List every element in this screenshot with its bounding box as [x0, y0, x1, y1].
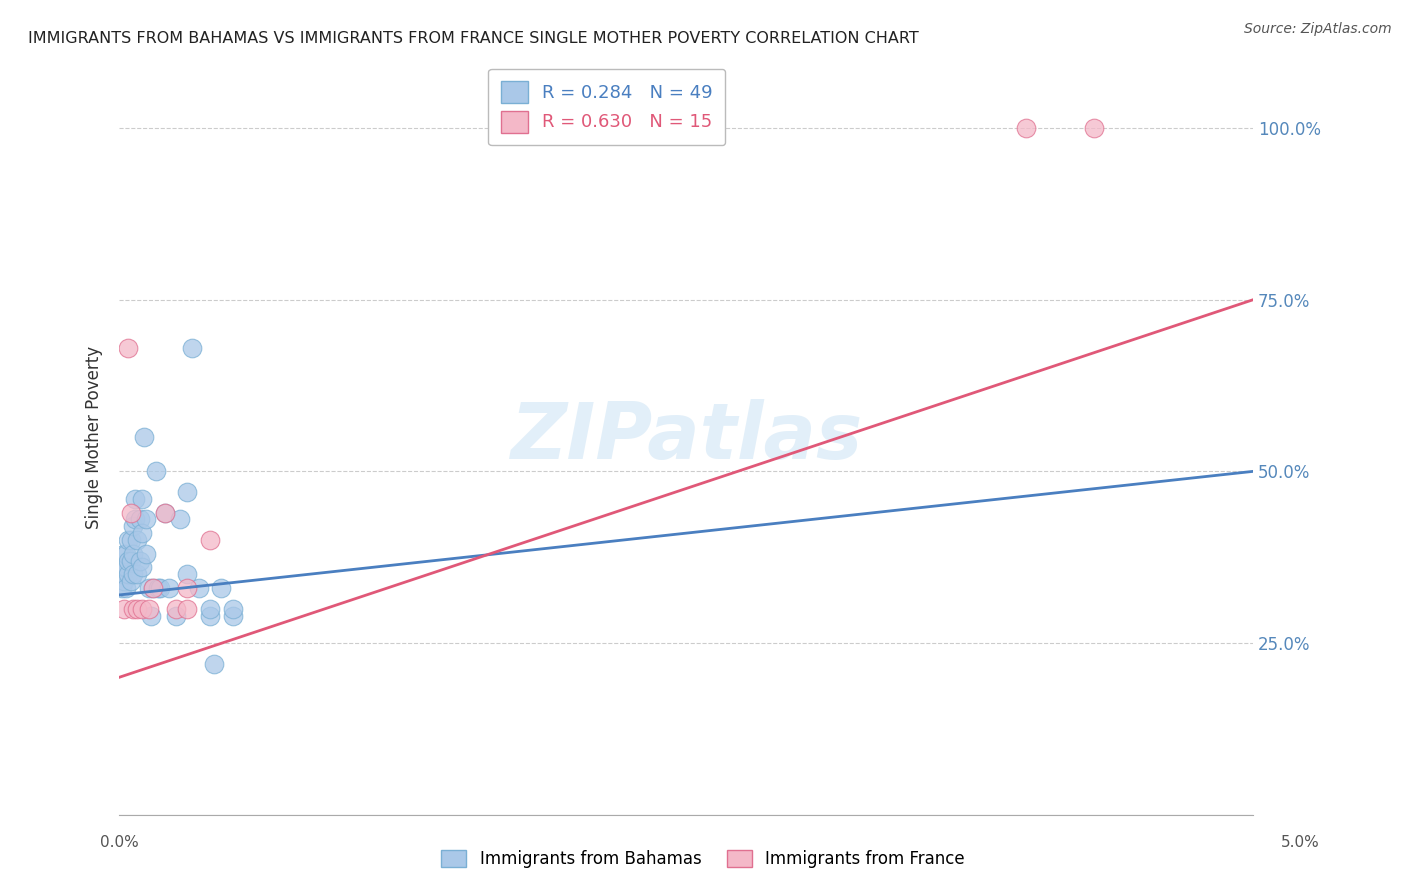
Point: [128, 512, 150, 526]
Point: [127, 601, 149, 615]
Point: [124, 491, 146, 506]
Point: [209, 581, 232, 595]
Point: [115, 560, 138, 574]
Point: [1015, 121, 1038, 136]
Point: [131, 491, 153, 506]
Point: [124, 512, 146, 526]
Point: [142, 581, 165, 595]
Point: [128, 553, 150, 567]
Point: [138, 581, 160, 595]
Point: [221, 601, 243, 615]
Point: [131, 601, 153, 615]
Point: [165, 601, 187, 615]
Point: [115, 547, 138, 561]
Point: [176, 567, 198, 582]
Text: 0.0%: 0.0%: [100, 836, 139, 850]
Point: [131, 560, 153, 574]
Text: ZIPatlas: ZIPatlas: [510, 399, 862, 475]
Text: 5.0%: 5.0%: [1281, 836, 1320, 850]
Point: [187, 581, 209, 595]
Point: [153, 506, 176, 520]
Point: [135, 547, 157, 561]
Point: [176, 485, 198, 500]
Point: [149, 581, 172, 595]
Point: [221, 608, 243, 623]
Point: [157, 581, 180, 595]
Legend: R = 0.284   N = 49, R = 0.630   N = 15: R = 0.284 N = 49, R = 0.630 N = 15: [488, 69, 725, 145]
Point: [135, 512, 157, 526]
Point: [139, 608, 162, 623]
Point: [142, 581, 165, 595]
Point: [131, 526, 153, 541]
Point: [112, 574, 135, 589]
Point: [138, 601, 160, 615]
Point: [122, 547, 145, 561]
Point: [117, 341, 139, 355]
Point: [198, 533, 221, 547]
Point: [134, 430, 156, 444]
Point: [176, 601, 198, 615]
Point: [165, 608, 187, 623]
Point: [120, 533, 142, 547]
Text: IMMIGRANTS FROM BAHAMAS VS IMMIGRANTS FROM FRANCE SINGLE MOTHER POVERTY CORRELAT: IMMIGRANTS FROM BAHAMAS VS IMMIGRANTS FR…: [28, 31, 920, 46]
Point: [117, 553, 139, 567]
Point: [112, 547, 135, 561]
Point: [198, 601, 221, 615]
Point: [198, 608, 221, 623]
Point: [112, 560, 135, 574]
Text: Source: ZipAtlas.com: Source: ZipAtlas.com: [1244, 22, 1392, 37]
Point: [153, 506, 176, 520]
Point: [204, 657, 226, 671]
Point: [110, 567, 132, 582]
Point: [117, 567, 139, 582]
Point: [122, 567, 145, 582]
Point: [112, 601, 135, 615]
Point: [146, 581, 169, 595]
Point: [122, 601, 145, 615]
Point: [120, 506, 142, 520]
Point: [1083, 121, 1105, 136]
Point: [120, 574, 142, 589]
Y-axis label: Single Mother Poverty: Single Mother Poverty: [86, 345, 103, 529]
Point: [180, 341, 202, 355]
Point: [115, 581, 138, 595]
Point: [145, 464, 167, 478]
Point: [120, 553, 142, 567]
Point: [122, 519, 145, 533]
Legend: Immigrants from Bahamas, Immigrants from France: Immigrants from Bahamas, Immigrants from…: [434, 843, 972, 875]
Point: [127, 567, 149, 582]
Point: [110, 581, 132, 595]
Point: [117, 533, 139, 547]
Point: [127, 533, 149, 547]
Point: [176, 581, 198, 595]
Point: [169, 512, 191, 526]
